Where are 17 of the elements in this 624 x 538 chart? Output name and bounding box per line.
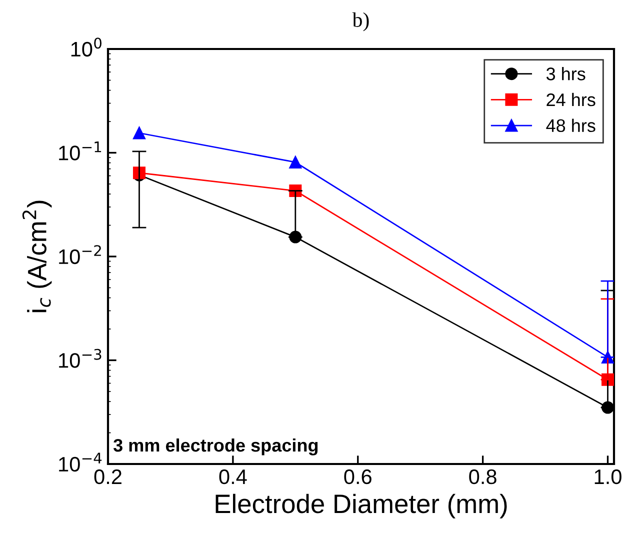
annotation: 3 mm electrode spacing: [113, 438, 318, 456]
legend-label: 48 hrs: [546, 118, 596, 132]
y-axis-title: i$_{c}$ (A/cm$^{2}$): [22, 200, 52, 312]
chart-title: b): [352, 12, 369, 32]
x-tick-label: 0.8: [469, 469, 496, 484]
y-tick-label: 10$^{−3}$: [59, 348, 102, 368]
y-tick-label: 10$^{0}$: [71, 38, 102, 57]
x-tick-label: 1.0: [594, 469, 622, 484]
legend-label: 3 hrs: [546, 67, 586, 80]
legend-label: 24 hrs: [546, 92, 596, 106]
y-tick-label: 10$^{−2}$: [59, 245, 101, 264]
y-tick-label: 10$^{−1}$: [59, 142, 102, 160]
point: [289, 156, 302, 168]
x-tick-label: 0.4: [219, 469, 247, 484]
x-axis-title: Electrode Diameter (mm): [216, 494, 507, 518]
x-tick-label: 0.6: [344, 469, 372, 484]
point: [132, 126, 146, 140]
